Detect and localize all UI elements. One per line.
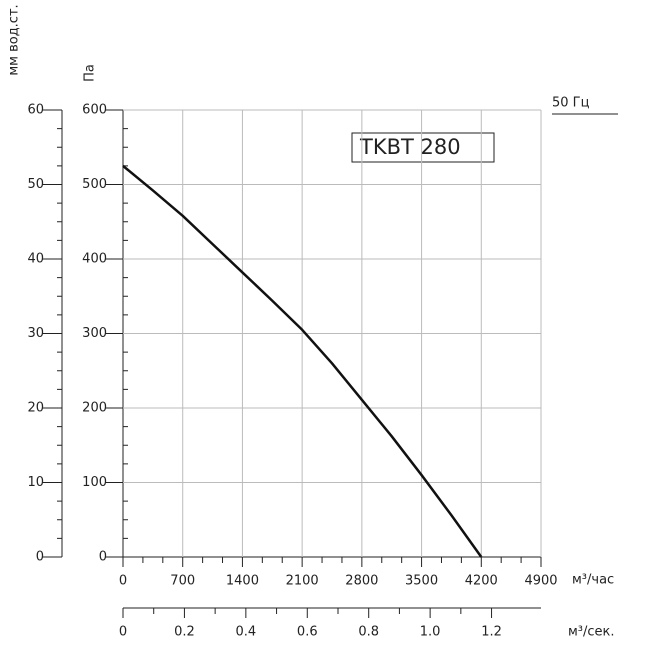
x2-tick-label: 0.2 xyxy=(174,625,195,640)
legend-box xyxy=(351,132,495,163)
y-tick-label: 600 xyxy=(82,103,107,118)
y2-tick-label: 10 xyxy=(27,475,44,490)
y-axis-title: Па xyxy=(83,64,98,82)
x-tick-label: 2100 xyxy=(286,574,319,589)
x2-tick-label: 1.0 xyxy=(420,625,441,640)
x2-tick-label: 0 xyxy=(119,625,127,640)
y-tick-label: 100 xyxy=(82,475,107,490)
y-tick-label: 200 xyxy=(82,401,107,416)
frequency-label: 50 Гц xyxy=(552,96,590,111)
x2-tick-label: 0.4 xyxy=(236,625,257,640)
x2-axis-title: м³/сек. xyxy=(568,625,615,640)
x-tick-label: 3500 xyxy=(405,574,438,589)
y-tick-label: 400 xyxy=(82,252,107,267)
y2-axis-title: мм вод.ст. xyxy=(7,4,22,75)
x-tick-label: 2800 xyxy=(345,574,378,589)
y2-tick-label: 0 xyxy=(36,550,44,565)
y2-tick-label: 20 xyxy=(27,401,44,416)
x-tick-label: 4900 xyxy=(524,574,557,589)
y2-tick-label: 60 xyxy=(27,103,44,118)
x-tick-label: 0 xyxy=(119,574,127,589)
y2-tick-label: 50 xyxy=(27,177,44,192)
x2-tick-label: 1.2 xyxy=(481,625,502,640)
fan-curve xyxy=(122,164,483,558)
y-tick-label: 300 xyxy=(82,326,107,341)
y-tick-label: 0 xyxy=(99,550,107,565)
x2-tick-label: 0.8 xyxy=(358,625,379,640)
y-tick-label: 500 xyxy=(82,177,107,192)
x-tick-label: 1400 xyxy=(226,574,259,589)
x-axis-title: м³/час xyxy=(572,573,614,588)
y2-tick-label: 30 xyxy=(27,326,44,341)
x-tick-label: 4200 xyxy=(465,574,498,589)
legend-label: TKBT 280 xyxy=(359,135,461,159)
x2-tick-label: 0.6 xyxy=(297,625,318,640)
x-tick-label: 700 xyxy=(170,574,195,589)
y2-tick-label: 40 xyxy=(27,252,44,267)
